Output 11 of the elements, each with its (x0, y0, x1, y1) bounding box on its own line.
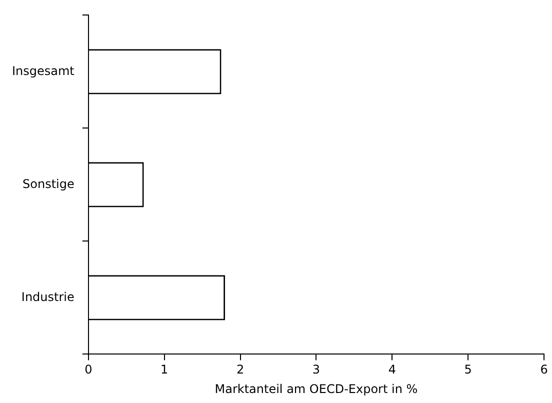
y-tick-label: Industrie (21, 290, 74, 304)
x-tick-label: 2 (236, 362, 244, 377)
x-tick-label: 5 (464, 362, 472, 377)
x-tick-label: 4 (388, 362, 396, 377)
y-tick-label: Sonstige (22, 176, 74, 191)
x-tick-label: 1 (160, 362, 168, 377)
y-tick-label: Insgesamt (12, 64, 75, 78)
x-tick-label: 6 (540, 362, 548, 377)
x-tick-label: 0 (84, 362, 92, 377)
x-tick-label: 3 (312, 362, 320, 377)
x-axis-title: Marktanteil am OECD-Export in % (214, 382, 418, 396)
